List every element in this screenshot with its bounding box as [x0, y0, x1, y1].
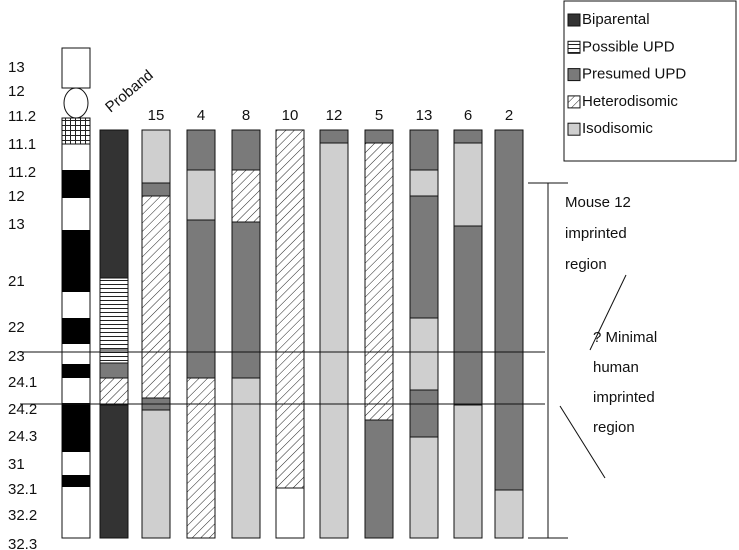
- band-label: 11.1: [8, 136, 36, 153]
- annotation: ? Minimal: [593, 329, 657, 346]
- legend-box: [563, 0, 737, 162]
- legend-swatch: [567, 68, 581, 82]
- legend-label: Heterodisomic: [582, 93, 678, 110]
- column-segment: [409, 195, 439, 319]
- legend-swatch: [567, 95, 581, 109]
- column-segment: [141, 195, 171, 399]
- band-label: 11.2: [8, 164, 36, 181]
- annotation: imprinted: [593, 389, 655, 406]
- column-segment: [409, 129, 439, 171]
- column-segment: [364, 129, 394, 144]
- annotation: human: [593, 359, 639, 376]
- column-segment: [186, 377, 216, 539]
- band-label: 24.2: [8, 401, 37, 418]
- column-segment: [275, 129, 305, 489]
- annotation: region: [565, 256, 607, 273]
- column-segment: [453, 129, 483, 144]
- column-segment: [186, 129, 216, 171]
- column-label: 15: [148, 107, 165, 124]
- column-segment: [231, 129, 261, 171]
- column-segment: [494, 489, 524, 539]
- chromosome-ideogram: [61, 47, 91, 539]
- column-segment: [409, 317, 439, 391]
- column-segment: [364, 142, 394, 421]
- column-segment: [319, 129, 349, 144]
- column-segment: [409, 389, 439, 438]
- band-label: 32.2: [8, 507, 37, 524]
- column-segment: [141, 182, 171, 197]
- legend-label: Isodisomic: [582, 120, 653, 137]
- column-segment: [231, 377, 261, 539]
- column-segment: [186, 219, 216, 379]
- column-segment: [141, 409, 171, 539]
- legend-label: Biparental: [582, 11, 650, 28]
- legend-swatch: [567, 122, 581, 136]
- column-label: 5: [375, 107, 383, 124]
- band-label: 13: [8, 59, 25, 76]
- column-segment: [231, 169, 261, 223]
- column-label: 4: [197, 107, 205, 124]
- column-segment: [141, 129, 171, 184]
- column-segment: [494, 129, 524, 491]
- column-segment: [453, 404, 483, 539]
- column-label: 12: [326, 107, 343, 124]
- annotation: Mouse 12: [565, 194, 631, 211]
- legend-label: Possible UPD: [582, 38, 675, 55]
- band-label: 31: [8, 456, 25, 473]
- column-segment: [319, 142, 349, 539]
- column-segment: [99, 277, 129, 351]
- column-segment: [99, 362, 129, 379]
- band-label: 24.1: [8, 374, 37, 391]
- legend-swatch: [567, 40, 581, 54]
- region-lines: [20, 182, 627, 539]
- band-label: 24.3: [8, 428, 37, 445]
- annotation: imprinted: [565, 225, 627, 242]
- band-label: 12: [8, 83, 25, 100]
- column-segment: [409, 169, 439, 197]
- column-segment: [99, 129, 129, 279]
- annotation: region: [593, 419, 635, 436]
- band-label: 21: [8, 273, 25, 290]
- column-segment: [409, 436, 439, 539]
- column-segment: [99, 377, 129, 406]
- legend-label: Presumed UPD: [582, 66, 686, 83]
- band-label: 32.3: [8, 536, 37, 550]
- column-segment: [364, 419, 394, 539]
- column-label: 13: [416, 107, 433, 124]
- column-label: 8: [242, 107, 250, 124]
- band-label: 11.2: [8, 108, 36, 125]
- band-label: 23: [8, 348, 25, 365]
- column-segment: [186, 169, 216, 221]
- band-label: 32.1: [8, 481, 37, 498]
- band-label: 22: [8, 319, 25, 336]
- column-label: 6: [464, 107, 472, 124]
- column-label: 2: [505, 107, 513, 124]
- band-label: 12: [8, 188, 25, 205]
- column-segment: [275, 487, 305, 539]
- column-segment: [453, 142, 483, 227]
- column-label: 10: [282, 107, 299, 124]
- band-label: 13: [8, 216, 25, 233]
- legend-swatch: [567, 13, 581, 27]
- column-segment: [453, 225, 483, 406]
- column-segment: [231, 221, 261, 379]
- column-segment: [99, 404, 129, 539]
